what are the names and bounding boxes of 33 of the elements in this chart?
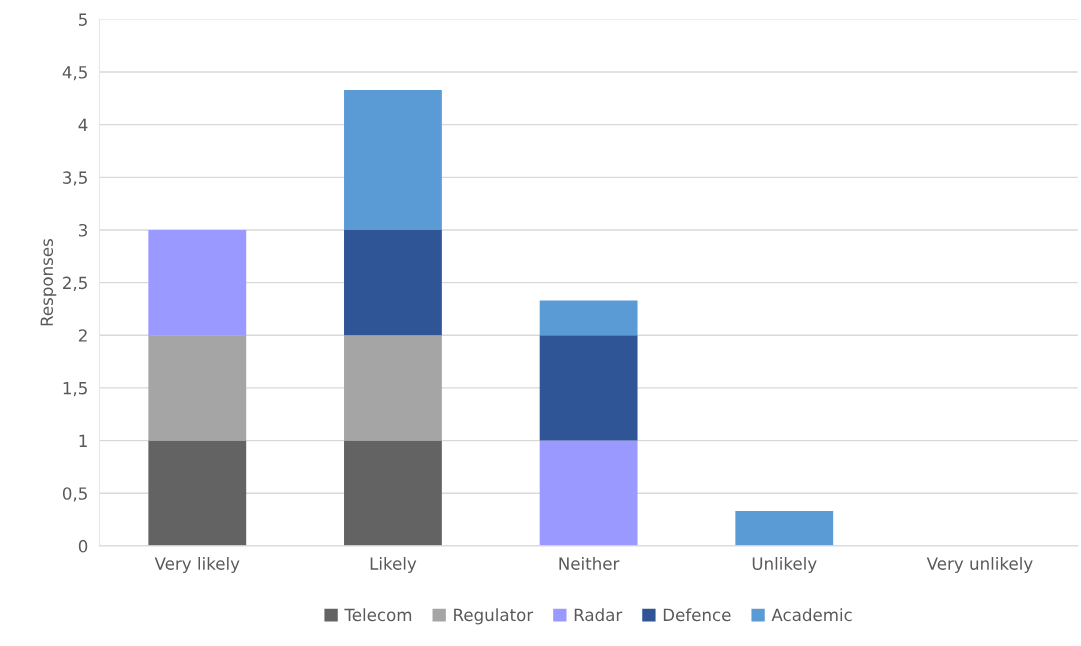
y-tick-label: 1,5: [63, 382, 87, 397]
bar: [539, 440, 638, 546]
y-tick-label: 0,5: [62, 487, 87, 502]
y-tick-label: 3: [79, 223, 87, 237]
bar: [344, 440, 442, 546]
y-tick-label: 0: [78, 539, 88, 553]
y-tick-label: 3,5: [63, 171, 87, 186]
bar: [344, 335, 442, 441]
legend-label: Academic: [771, 608, 852, 622]
y-tick-label: 1: [79, 434, 87, 447]
x-tick-label: Likely: [370, 556, 417, 574]
bar: [539, 300, 638, 336]
bar: [148, 335, 247, 441]
legend-label: Telecom: [344, 608, 412, 622]
legend-label: Defence: [663, 608, 731, 622]
bar: [148, 440, 247, 546]
legend-label: Regulator: [454, 608, 534, 625]
bar: [344, 89, 442, 230]
y-tick-label: 4,5: [62, 66, 87, 81]
y-tick-label: 4: [78, 118, 88, 132]
bar: [539, 335, 638, 441]
y-tick-label: 2: [78, 329, 87, 342]
y-axis-title: Responses: [40, 239, 57, 326]
x-tick-label: Neither: [559, 556, 620, 570]
x-tick-label: Very unlikely: [926, 556, 1033, 574]
bar: [735, 511, 834, 546]
y-tick-label: 2,5: [63, 276, 87, 291]
x-tick-label: Very likely: [154, 556, 240, 574]
bar: [148, 229, 247, 336]
x-tick-label: Unlikely: [752, 556, 817, 574]
legend-label: Radar: [574, 608, 623, 622]
bar: [344, 229, 442, 336]
y-tick-label: 5: [79, 13, 87, 26]
